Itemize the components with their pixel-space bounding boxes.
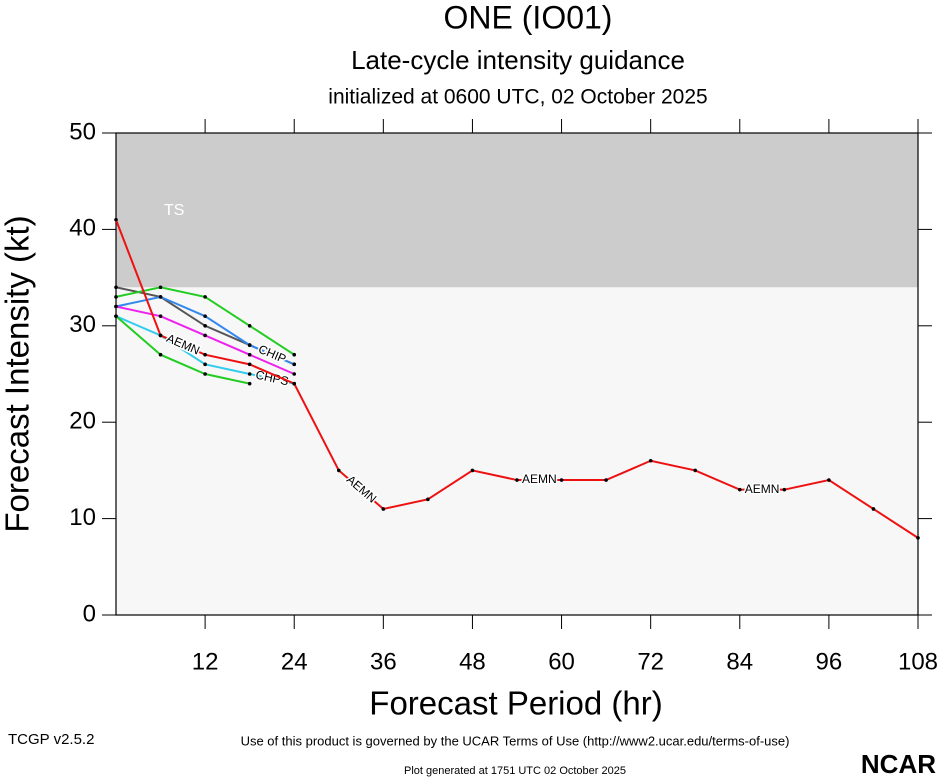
point bbox=[114, 314, 118, 318]
point bbox=[515, 478, 519, 482]
generated: Plot generated at 1751 UTC 02 October 20… bbox=[404, 765, 626, 777]
point bbox=[336, 468, 341, 473]
point bbox=[203, 333, 207, 338]
x-tick-label: 72 bbox=[637, 648, 664, 675]
point bbox=[203, 324, 207, 328]
point bbox=[158, 333, 163, 338]
y-tick-label: 20 bbox=[69, 408, 96, 435]
point bbox=[114, 304, 118, 309]
point bbox=[470, 468, 475, 473]
point bbox=[916, 536, 920, 540]
x-tick-label: 96 bbox=[816, 648, 843, 675]
point bbox=[158, 352, 163, 357]
point bbox=[292, 372, 297, 376]
point bbox=[737, 487, 742, 492]
intensity-band bbox=[116, 133, 918, 288]
plot-frame bbox=[115, 132, 919, 616]
point bbox=[158, 295, 163, 299]
point bbox=[203, 372, 207, 376]
logo: NCAR bbox=[861, 749, 936, 779]
point bbox=[247, 381, 252, 386]
x-tick-label: 36 bbox=[370, 648, 397, 675]
point bbox=[292, 362, 297, 367]
point bbox=[203, 352, 207, 357]
y-tick-label: 50 bbox=[69, 118, 96, 145]
x-tick-label: 60 bbox=[548, 648, 575, 675]
band-label: TS bbox=[164, 202, 184, 219]
series-line bbox=[115, 315, 250, 385]
point bbox=[292, 381, 297, 386]
point bbox=[158, 285, 163, 290]
point bbox=[559, 478, 564, 482]
chart-subtitle: Late-cycle intensity guidance bbox=[351, 45, 685, 75]
point bbox=[648, 458, 653, 463]
y-tick-label: 0 bbox=[83, 600, 96, 627]
point bbox=[426, 497, 430, 502]
point bbox=[114, 217, 118, 222]
point bbox=[114, 295, 118, 299]
point bbox=[827, 478, 831, 482]
series-label: AEMN bbox=[745, 482, 780, 496]
chart-title: ONE (IO01) bbox=[444, 0, 613, 35]
point bbox=[247, 362, 252, 367]
point bbox=[203, 295, 207, 299]
point bbox=[604, 478, 608, 482]
series-label: AEMN bbox=[522, 472, 557, 486]
point bbox=[114, 285, 118, 290]
y-tick-label: 10 bbox=[69, 504, 96, 531]
point bbox=[158, 314, 163, 318]
x-tick-label: 48 bbox=[459, 648, 486, 675]
version: TCGP v2.5.2 bbox=[8, 731, 94, 748]
point bbox=[871, 507, 876, 511]
point bbox=[247, 352, 252, 357]
y-tick-label: 30 bbox=[69, 311, 96, 338]
point bbox=[292, 352, 297, 357]
point bbox=[693, 468, 698, 473]
x-tick-label: 24 bbox=[281, 648, 308, 675]
terms: Use of this product is governed by the U… bbox=[241, 733, 790, 748]
point bbox=[782, 487, 787, 492]
x-tick-label: 12 bbox=[192, 648, 219, 675]
x-tick-label: 84 bbox=[726, 648, 753, 675]
point bbox=[203, 314, 207, 318]
x-axis-title: Forecast Period (hr) bbox=[369, 685, 662, 722]
y-axis-title: Forecast Intensity (kt) bbox=[0, 215, 36, 532]
point bbox=[247, 324, 252, 328]
init-time: initialized at 0600 UTC, 02 October 2025 bbox=[328, 86, 707, 109]
y-tick-label: 40 bbox=[69, 215, 96, 242]
x-tick-label: 108 bbox=[898, 648, 938, 675]
point bbox=[203, 362, 207, 367]
point bbox=[381, 507, 386, 511]
point bbox=[247, 372, 252, 376]
point bbox=[247, 343, 252, 347]
